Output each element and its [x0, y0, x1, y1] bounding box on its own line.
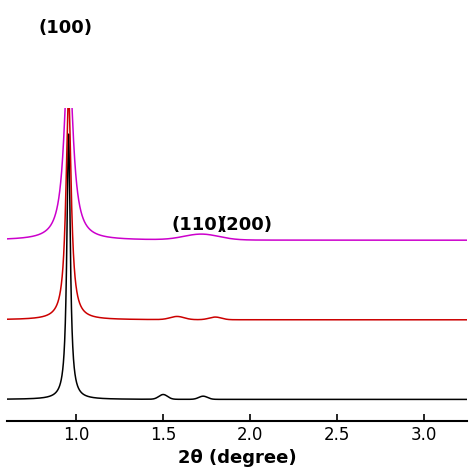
Text: (100): (100) — [38, 19, 92, 37]
Text: (110): (110) — [172, 216, 226, 234]
Text: (200): (200) — [219, 216, 273, 234]
X-axis label: 2θ (degree): 2θ (degree) — [178, 449, 296, 467]
